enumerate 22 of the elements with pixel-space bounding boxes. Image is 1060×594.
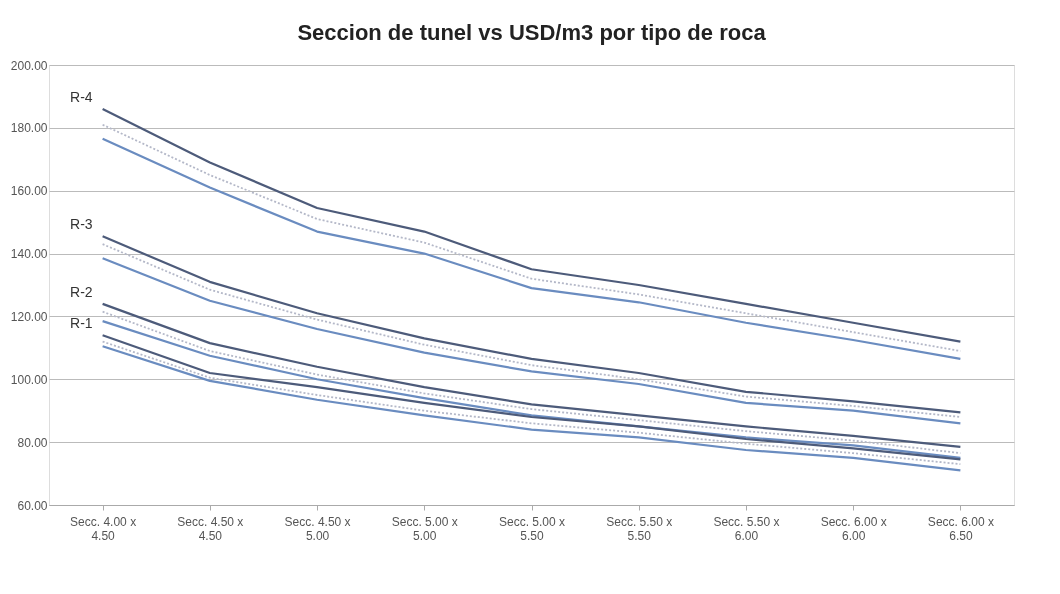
- x-tick-label: Secc. 5.00 x 5.00: [391, 514, 458, 543]
- series-label: R-4: [70, 89, 93, 105]
- y-tick-label: 140.00: [10, 247, 48, 262]
- y-tick-label: 180.00: [10, 121, 48, 136]
- series-label: R-1: [70, 315, 93, 332]
- x-tick-label: Secc. 4.50 x 5.00: [284, 514, 351, 543]
- x-tick-label: Secc. 4.50 x 4.50: [177, 514, 244, 543]
- series-label: R-2: [70, 283, 93, 300]
- chart-title: Seccion de tunel vs USD/m3 por tipo de roca: [297, 20, 767, 45]
- series-label: R-3: [70, 216, 93, 233]
- y-tick-label: 80.00: [17, 435, 48, 450]
- x-tick-label: Secc. 4.00 x 4.50: [70, 514, 137, 543]
- x-tick-label: Secc. 6.00 x 6.00: [820, 514, 887, 543]
- y-tick-label: 60.00: [17, 498, 48, 513]
- y-tick-label: 160.00: [10, 184, 48, 199]
- x-tick-label: Secc. 5.00 x 5.50: [498, 514, 566, 543]
- y-tick-label: 100.00: [10, 372, 48, 387]
- y-tick-label: 200.00: [10, 58, 48, 73]
- y-tick-label: 120.00: [10, 309, 48, 324]
- x-tick-label: Secc. 6.00 x 6.50: [927, 514, 994, 543]
- x-tick-label: Secc. 5.50 x 5.50: [606, 514, 673, 543]
- x-tick-label: Secc. 5.50 x 6.00: [713, 514, 780, 543]
